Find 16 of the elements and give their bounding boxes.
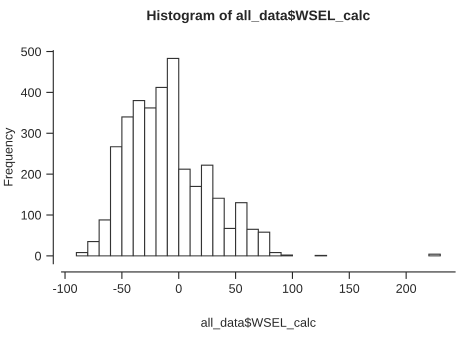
y-tick-label: 300 — [21, 129, 41, 138]
y-axis-title: Frequency — [4, 128, 16, 186]
x-tick-label: -100 — [53, 284, 78, 293]
x-axis-title: all_data$WSEL_calc — [201, 318, 316, 330]
y-tick-label: 200 — [21, 170, 41, 179]
x-tick-label: -50 — [113, 284, 130, 293]
y-tick-label: 500 — [21, 47, 41, 56]
x-tick-label: 150 — [340, 284, 360, 293]
x-tick-label: 100 — [282, 284, 302, 293]
x-tick-label: 0 — [176, 284, 182, 293]
y-tick-label: 400 — [20, 88, 41, 98]
y-tick-label: 0 — [35, 252, 41, 261]
chart-title: Histogram of all_data$WSEL_calc — [147, 10, 370, 24]
y-tick-label: 100 — [22, 210, 41, 220]
x-tick-label: 200 — [396, 284, 416, 293]
x-tick-label: 50 — [229, 284, 242, 293]
